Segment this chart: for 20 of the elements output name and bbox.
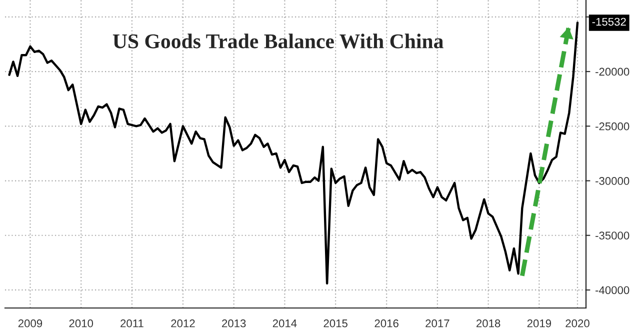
x-tick-label: 2015 <box>324 319 348 328</box>
x-tick-label: 2009 <box>18 319 42 328</box>
line-series <box>8 22 579 285</box>
x-tick-label: 2012 <box>171 319 195 328</box>
x-tick-label: 2010 <box>69 319 94 328</box>
x-tick-label: 2020 <box>566 319 590 328</box>
x-tick-label: 2011 <box>120 319 144 328</box>
text: US Goods Trade Balance With China <box>112 34 444 48</box>
y-tick-label: -25000 <box>596 122 630 130</box>
x-tick-label: 2018 <box>476 319 500 328</box>
y-tick-label: -30000 <box>596 177 630 185</box>
x-tick-label: 2014 <box>272 319 297 328</box>
annotation: -15532 <box>592 18 626 26</box>
x-tick-label: 2017 <box>426 319 450 328</box>
x-tick-label: 2013 <box>222 319 246 328</box>
y-tick-label: -40000 <box>596 286 630 294</box>
x-tick-label: 2019 <box>527 319 552 328</box>
y-tick-label: -20000 <box>596 68 630 76</box>
x-tick-label: 2016 <box>374 319 398 328</box>
y-tick-label: -35000 <box>596 232 630 240</box>
